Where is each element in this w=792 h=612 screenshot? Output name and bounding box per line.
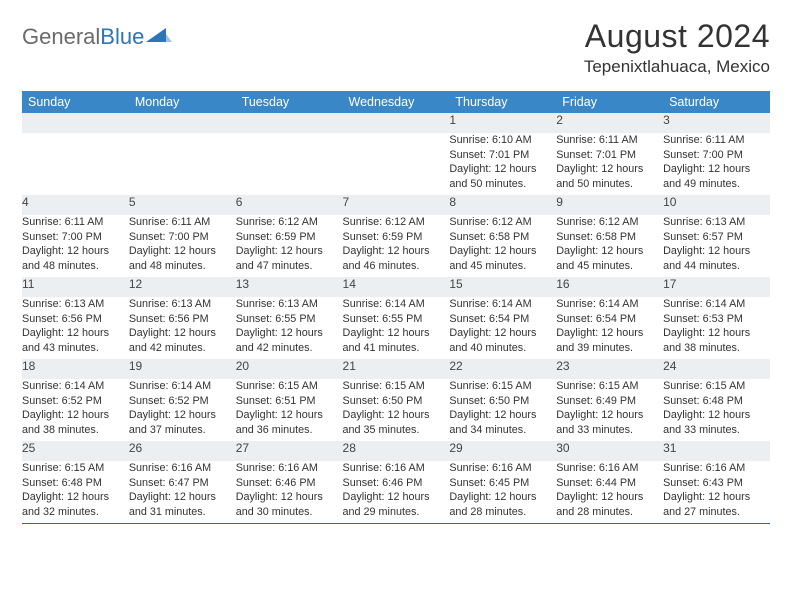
day-number-cell: 31 [663, 441, 770, 461]
day-detail-cell: Sunrise: 6:14 AMSunset: 6:53 PMDaylight:… [663, 297, 770, 359]
title-block: August 2024 Tepenixtlahuaca, Mexico [584, 18, 770, 77]
day-header: Monday [129, 91, 236, 113]
day-detail-cell [343, 133, 450, 195]
location: Tepenixtlahuaca, Mexico [584, 57, 770, 77]
day-detail-cell: Sunrise: 6:16 AMSunset: 6:43 PMDaylight:… [663, 461, 770, 523]
day-number-cell: 30 [556, 441, 663, 461]
day-detail-cell: Sunrise: 6:12 AMSunset: 6:59 PMDaylight:… [236, 215, 343, 277]
day-detail-cell: Sunrise: 6:11 AMSunset: 7:00 PMDaylight:… [663, 133, 770, 195]
brand-logo: GeneralBlue [22, 18, 172, 50]
day-detail-cell: Sunrise: 6:16 AMSunset: 6:46 PMDaylight:… [236, 461, 343, 523]
day-number-cell: 9 [556, 195, 663, 215]
day-detail-cell: Sunrise: 6:14 AMSunset: 6:52 PMDaylight:… [129, 379, 236, 441]
day-detail-cell: Sunrise: 6:12 AMSunset: 6:58 PMDaylight:… [556, 215, 663, 277]
day-detail-cell: Sunrise: 6:12 AMSunset: 6:59 PMDaylight:… [343, 215, 450, 277]
day-number-cell: 17 [663, 277, 770, 297]
day-detail-cell: Sunrise: 6:15 AMSunset: 6:49 PMDaylight:… [556, 379, 663, 441]
day-detail-cell: Sunrise: 6:14 AMSunset: 6:54 PMDaylight:… [449, 297, 556, 359]
day-number-cell: 29 [449, 441, 556, 461]
day-detail-cell: Sunrise: 6:14 AMSunset: 6:55 PMDaylight:… [343, 297, 450, 359]
calendar-page: GeneralBlue August 2024 Tepenixtlahuaca,… [0, 0, 792, 534]
day-number-cell: 24 [663, 359, 770, 379]
day-number-cell: 15 [449, 277, 556, 297]
calendar-table: SundayMondayTuesdayWednesdayThursdayFrid… [22, 91, 770, 523]
day-detail-cell: Sunrise: 6:13 AMSunset: 6:57 PMDaylight:… [663, 215, 770, 277]
day-detail-cell: Sunrise: 6:15 AMSunset: 6:51 PMDaylight:… [236, 379, 343, 441]
day-detail-cell: Sunrise: 6:15 AMSunset: 6:48 PMDaylight:… [22, 461, 129, 523]
day-number-cell: 21 [343, 359, 450, 379]
day-number-cell: 6 [236, 195, 343, 215]
bottom-border [22, 523, 770, 524]
day-number-cell: 13 [236, 277, 343, 297]
day-number-cell: 22 [449, 359, 556, 379]
day-number-cell [129, 113, 236, 133]
day-header: Friday [556, 91, 663, 113]
calendar-head: SundayMondayTuesdayWednesdayThursdayFrid… [22, 91, 770, 113]
day-number-cell: 18 [22, 359, 129, 379]
day-number-cell: 2 [556, 113, 663, 133]
day-number-cell: 4 [22, 195, 129, 215]
day-detail-cell: Sunrise: 6:13 AMSunset: 6:55 PMDaylight:… [236, 297, 343, 359]
calendar-body: 123Sunrise: 6:10 AMSunset: 7:01 PMDaylig… [22, 113, 770, 523]
day-detail-cell: Sunrise: 6:16 AMSunset: 6:45 PMDaylight:… [449, 461, 556, 523]
day-detail-cell: Sunrise: 6:11 AMSunset: 7:00 PMDaylight:… [22, 215, 129, 277]
day-detail-cell [22, 133, 129, 195]
day-detail-cell: Sunrise: 6:15 AMSunset: 6:48 PMDaylight:… [663, 379, 770, 441]
day-number-cell: 10 [663, 195, 770, 215]
logo-triangle-icon [146, 24, 172, 50]
day-number-cell: 16 [556, 277, 663, 297]
day-detail-cell: Sunrise: 6:15 AMSunset: 6:50 PMDaylight:… [343, 379, 450, 441]
brand-part1: General [22, 24, 100, 50]
day-detail-cell: Sunrise: 6:12 AMSunset: 6:58 PMDaylight:… [449, 215, 556, 277]
day-header: Wednesday [343, 91, 450, 113]
day-number-cell: 7 [343, 195, 450, 215]
day-number-cell: 12 [129, 277, 236, 297]
day-number-cell: 5 [129, 195, 236, 215]
day-number-cell: 14 [343, 277, 450, 297]
day-number-cell: 11 [22, 277, 129, 297]
day-number-cell: 19 [129, 359, 236, 379]
day-header: Sunday [22, 91, 129, 113]
day-number-cell: 25 [22, 441, 129, 461]
day-header: Thursday [449, 91, 556, 113]
day-detail-cell [236, 133, 343, 195]
day-number-cell [236, 113, 343, 133]
day-number-cell: 1 [449, 113, 556, 133]
day-detail-cell: Sunrise: 6:16 AMSunset: 6:44 PMDaylight:… [556, 461, 663, 523]
day-detail-cell: Sunrise: 6:11 AMSunset: 7:00 PMDaylight:… [129, 215, 236, 277]
month-title: August 2024 [584, 18, 770, 55]
day-number-cell: 27 [236, 441, 343, 461]
day-number-cell [22, 113, 129, 133]
day-detail-cell: Sunrise: 6:14 AMSunset: 6:52 PMDaylight:… [22, 379, 129, 441]
day-number-cell: 26 [129, 441, 236, 461]
day-number-cell: 8 [449, 195, 556, 215]
day-number-cell [343, 113, 450, 133]
brand-part2: Blue [100, 24, 144, 50]
day-detail-cell: Sunrise: 6:16 AMSunset: 6:46 PMDaylight:… [343, 461, 450, 523]
day-header: Saturday [663, 91, 770, 113]
day-number-cell: 3 [663, 113, 770, 133]
day-detail-cell: Sunrise: 6:16 AMSunset: 6:47 PMDaylight:… [129, 461, 236, 523]
day-detail-cell: Sunrise: 6:13 AMSunset: 6:56 PMDaylight:… [22, 297, 129, 359]
day-header: Tuesday [236, 91, 343, 113]
day-number-cell: 20 [236, 359, 343, 379]
day-detail-cell: Sunrise: 6:15 AMSunset: 6:50 PMDaylight:… [449, 379, 556, 441]
day-detail-cell: Sunrise: 6:11 AMSunset: 7:01 PMDaylight:… [556, 133, 663, 195]
day-number-cell: 23 [556, 359, 663, 379]
header: GeneralBlue August 2024 Tepenixtlahuaca,… [22, 18, 770, 77]
day-detail-cell: Sunrise: 6:14 AMSunset: 6:54 PMDaylight:… [556, 297, 663, 359]
day-detail-cell: Sunrise: 6:10 AMSunset: 7:01 PMDaylight:… [449, 133, 556, 195]
day-number-cell: 28 [343, 441, 450, 461]
day-detail-cell: Sunrise: 6:13 AMSunset: 6:56 PMDaylight:… [129, 297, 236, 359]
day-detail-cell [129, 133, 236, 195]
